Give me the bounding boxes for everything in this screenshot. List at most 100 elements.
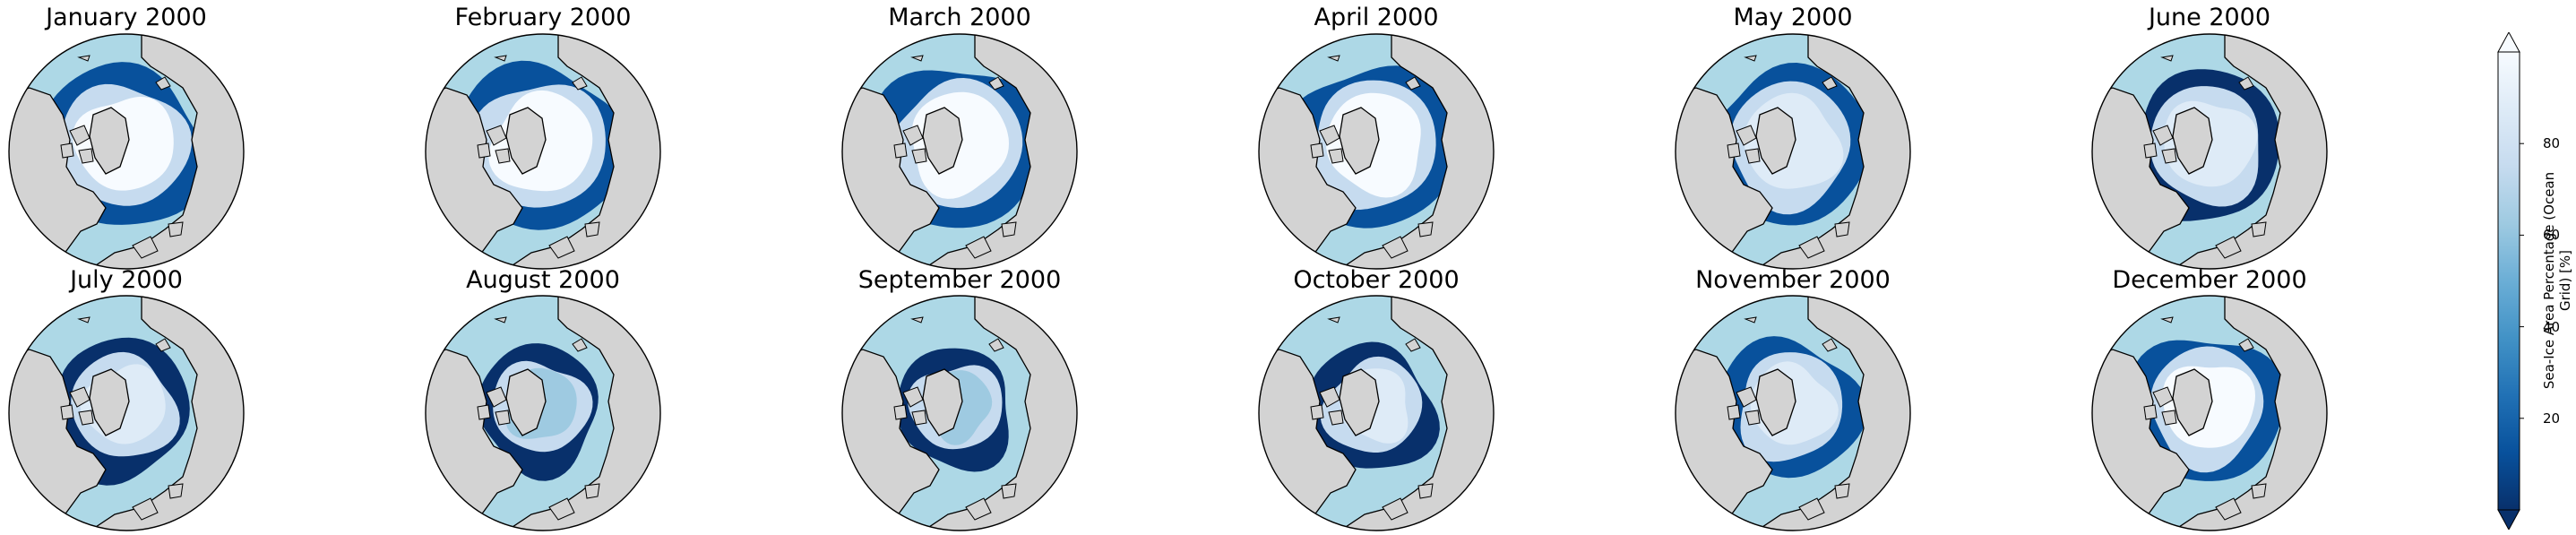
polar-map [1258, 295, 1495, 531]
greenland-landmass [922, 368, 963, 436]
arctic-island [988, 76, 1004, 91]
colorbar-tick-label: 80 [2543, 135, 2561, 152]
greenland-landmass [2172, 107, 2213, 175]
panel-title: September 2000 [857, 266, 1062, 294]
polar-map [1675, 33, 1911, 270]
peninsula [1798, 497, 1825, 521]
eurasia-landmass [918, 34, 1077, 269]
polar-map [8, 295, 245, 531]
arctic-island [893, 142, 908, 159]
arctic-island [1736, 125, 1757, 146]
arctic-island [1727, 142, 1741, 159]
colorbar-tick-label: 40 [2543, 318, 2561, 335]
map-boundary [8, 33, 245, 270]
arctic-island [893, 404, 908, 420]
arctic-island [1310, 404, 1324, 420]
arctic-island [2161, 148, 2177, 164]
map-boundary [425, 33, 661, 270]
arctic-island [1745, 148, 1761, 164]
arctic-island [69, 386, 90, 408]
arctic-island [1822, 338, 1838, 352]
arctic-island [155, 76, 171, 91]
polar-map [1258, 33, 1495, 270]
eurasia-landmass [502, 34, 660, 269]
peninsula [1382, 497, 1409, 521]
arctic-island [78, 410, 94, 426]
arctic-island [1310, 142, 1324, 159]
map-boundary [2091, 295, 2328, 531]
arctic-island [77, 55, 90, 62]
arctic-island [1405, 338, 1421, 352]
polar-map [2091, 33, 2328, 270]
map-boundary [425, 295, 661, 531]
eurasia-landmass [85, 296, 244, 531]
colorbar-gradient [2497, 30, 2524, 531]
arctic-island [1744, 55, 1757, 62]
peninsula [1382, 236, 1409, 259]
greenland-landmass [505, 368, 547, 436]
panel-title: July 2000 [70, 266, 183, 294]
peninsula [965, 497, 992, 521]
panel-title: December 2000 [2112, 266, 2307, 294]
arctic-island [1744, 316, 1757, 324]
arctic-island [1736, 386, 1757, 408]
arctic-island [2160, 55, 2174, 62]
panel-title: May 2000 [1733, 4, 1853, 31]
arctic-island [1319, 125, 1340, 146]
polar-map [8, 33, 245, 270]
peninsula [1834, 483, 1850, 499]
peninsula [1834, 221, 1850, 237]
colorbar-tick-label: 20 [2543, 410, 2561, 427]
arctic-island [1328, 148, 1344, 164]
arctic-island [1822, 76, 1838, 91]
polar-map [1675, 295, 1911, 531]
arctic-island [1328, 410, 1344, 426]
peninsula [584, 483, 600, 499]
panel-title: October 2000 [1293, 266, 1460, 294]
peninsula [132, 236, 159, 259]
eurasia-landmass [2168, 34, 2327, 269]
arctic-island [495, 410, 511, 426]
panel-title: August 2000 [466, 266, 620, 294]
arctic-island [902, 386, 924, 408]
arctic-island [1327, 316, 1340, 324]
colorbar-body [2497, 51, 2520, 511]
arctic-island [477, 142, 491, 159]
panel-title: January 2000 [46, 4, 207, 31]
colorbar-tick-label: 60 [2543, 227, 2561, 244]
arctic-island [495, 148, 511, 164]
arctic-island [77, 316, 90, 324]
colorbar-extend-max [2497, 30, 2520, 53]
peninsula [168, 483, 184, 499]
arctic-island [1745, 410, 1761, 426]
colorbar-extend-min [2497, 509, 2520, 531]
panel-title: March 2000 [888, 4, 1031, 31]
peninsula [2251, 221, 2267, 237]
arctic-island [60, 404, 74, 420]
arctic-island [69, 125, 90, 146]
map-boundary [2091, 33, 2328, 270]
peninsula [132, 497, 159, 521]
eurasia-landmass [1752, 34, 1910, 269]
eurasia-landmass [918, 296, 1077, 531]
map-boundary [8, 295, 245, 531]
polar-map [425, 295, 661, 531]
greenland-landmass [1755, 107, 1796, 175]
greenland-landmass [922, 107, 963, 175]
greenland-landmass [89, 107, 130, 175]
panel-title: February 2000 [454, 4, 632, 31]
arctic-island [1327, 55, 1340, 62]
eurasia-landmass [1335, 34, 1494, 269]
arctic-island [911, 410, 927, 426]
panel-title: April 2000 [1314, 4, 1439, 31]
greenland-landmass [89, 368, 130, 436]
arctic-island [494, 55, 507, 62]
arctic-island [572, 338, 588, 352]
panel-title: June 2000 [2148, 4, 2271, 31]
arctic-island [1405, 76, 1421, 91]
arctic-island [988, 338, 1004, 352]
arctic-island [78, 148, 94, 164]
map-boundary [841, 33, 1078, 270]
peninsula [168, 221, 184, 237]
